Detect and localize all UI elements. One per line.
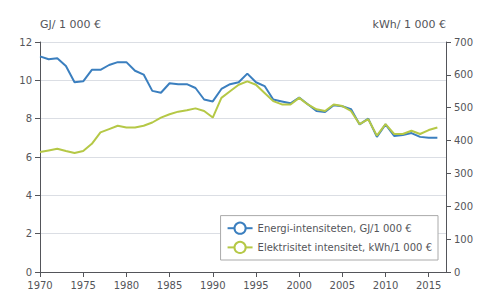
svg-text:300: 300 xyxy=(454,168,473,179)
svg-text:500: 500 xyxy=(454,102,473,113)
svg-text:12: 12 xyxy=(19,37,32,48)
svg-text:1985: 1985 xyxy=(157,280,182,291)
svg-text:4: 4 xyxy=(26,190,32,201)
svg-text:Energi-intensiteten, GJ/1 000: Energi-intensiteten, GJ/1 000 € xyxy=(258,223,412,234)
svg-text:600: 600 xyxy=(454,69,473,80)
svg-text:2: 2 xyxy=(26,228,32,239)
svg-text:2005: 2005 xyxy=(330,280,355,291)
svg-text:1970: 1970 xyxy=(27,280,52,291)
svg-text:Elektrisitet intensitet, kWh/1: Elektrisitet intensitet, kWh/1 000 € xyxy=(258,242,432,253)
svg-text:1980: 1980 xyxy=(114,280,139,291)
svg-text:400: 400 xyxy=(454,135,473,146)
svg-text:100: 100 xyxy=(454,234,473,245)
svg-text:GJ/ 1 000 €: GJ/ 1 000 € xyxy=(40,18,101,31)
svg-text:2015: 2015 xyxy=(416,280,441,291)
svg-text:8: 8 xyxy=(26,113,32,124)
svg-text:1975: 1975 xyxy=(70,280,95,291)
svg-text:700: 700 xyxy=(454,37,473,48)
svg-text:2010: 2010 xyxy=(373,280,398,291)
svg-text:10: 10 xyxy=(19,75,32,86)
svg-text:0: 0 xyxy=(454,267,460,278)
svg-text:1995: 1995 xyxy=(243,280,268,291)
svg-text:kWh/ 1 000 €: kWh/ 1 000 € xyxy=(373,18,446,31)
svg-text:2000: 2000 xyxy=(286,280,311,291)
svg-text:0: 0 xyxy=(26,267,32,278)
svg-text:200: 200 xyxy=(454,201,473,212)
svg-text:6: 6 xyxy=(26,152,32,163)
svg-text:1990: 1990 xyxy=(200,280,225,291)
